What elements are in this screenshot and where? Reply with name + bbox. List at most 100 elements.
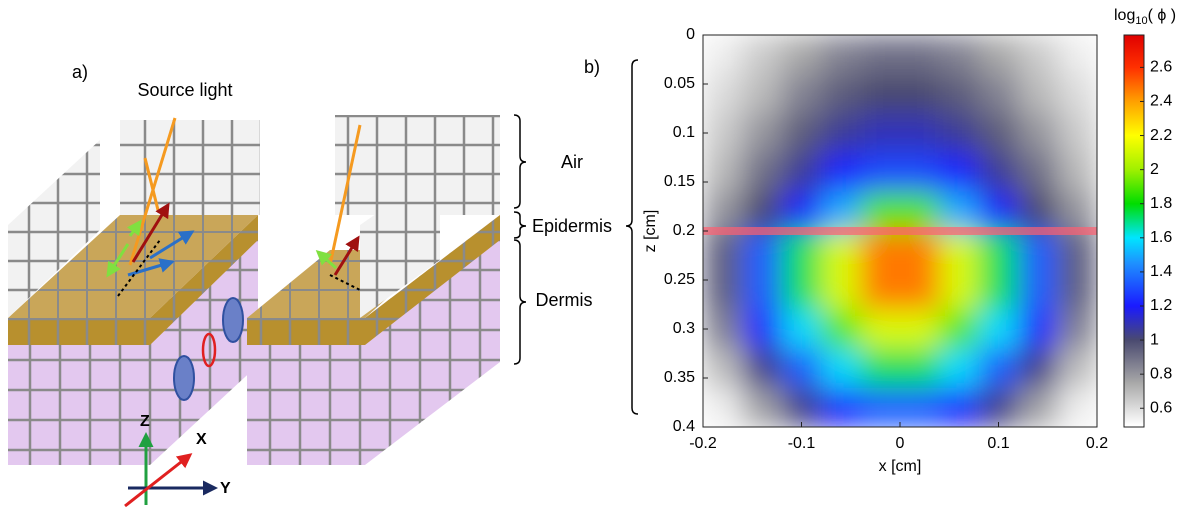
heat-cell [939,35,980,75]
heat-cell [1018,348,1059,389]
x-axis-arrow [124,453,193,508]
heat-cell [821,35,862,75]
heat-cell [781,348,822,389]
y-tick-label: 0.25 [664,271,695,288]
heat-cell [821,74,862,114]
heat-cell [821,231,862,271]
heat-cell [939,74,980,114]
heat-cell [742,191,783,232]
heat-cell [860,270,901,310]
heat-cell [978,152,1019,193]
layer-label: Dermis [536,290,593,310]
heat-cell [900,270,940,310]
heat-cell [1057,270,1097,310]
heat-cell [939,231,980,271]
colorbar-tick-label: 2.2 [1150,127,1172,144]
right-air-wall [360,170,440,318]
heat-cell [821,152,862,193]
right-side-epidermis [365,215,500,345]
colorbar-tick-label: 1.8 [1150,195,1172,212]
heat-cell [781,191,822,232]
heat-cell [1018,152,1059,193]
y-tick-label: 0 [686,26,695,43]
left-air-wall [8,140,100,318]
heat-cell [860,309,901,350]
panel-label: a) [72,62,88,82]
heat-cell [939,152,980,193]
vessel [201,332,217,368]
colorbar-tick-label: 0.8 [1150,365,1172,382]
heat-cell [900,113,940,154]
brace [513,211,527,239]
y-tick-label: 0.4 [673,418,695,435]
heat-cell [1018,191,1059,232]
heat-cell [1057,113,1097,154]
heat-cell [703,387,743,427]
heat-cell [781,231,822,271]
heat-cell [1057,74,1097,114]
colorbar-label-base: log [1114,7,1135,24]
heat-cell [939,270,980,310]
y-tick-label: 0.2 [673,222,695,239]
heat-cell [703,35,743,75]
x-tick-label: 0.2 [1086,435,1108,452]
heat-cell [860,74,901,114]
heat-cell [1057,231,1097,271]
heat-cell [742,231,783,271]
heat-cell [781,152,822,193]
heat-cell [742,74,783,114]
heat-cell [742,348,783,389]
source-label: Source light [137,80,232,100]
right-front-epidermis [247,318,365,345]
y-tick-label: 0.1 [673,124,695,141]
heat-cell [703,191,743,232]
heat-cell [1018,74,1059,114]
heat-cell [781,74,822,114]
heat-cell [939,113,980,154]
layer-label: Air [561,152,583,172]
heat-cell [860,152,901,193]
colorbar-tick-label: 1.4 [1150,263,1172,280]
left-air-back [120,120,260,215]
heat-cell [860,387,901,427]
heat-cell [742,387,783,427]
colorbar [1123,34,1145,428]
heat-cell [900,387,940,427]
heat-cell [939,387,980,427]
x-tick-label: 0 [896,435,905,452]
heat-cell [703,74,743,114]
rays [106,117,362,297]
heat-cell [1018,35,1059,75]
heat-cell [781,387,822,427]
left-front-dermis [8,345,150,465]
colorbar-label-arg: ( ϕ ) [1148,7,1177,24]
heat-cell [860,191,901,232]
heat-cell [978,309,1019,350]
heat-cell [821,270,862,310]
heat-cell [821,348,862,389]
left-front-epidermis [8,318,150,345]
heat-cell [1057,191,1097,232]
heat-cell [1057,152,1097,193]
heat-cell [821,191,862,232]
heat-cell [900,74,940,114]
heat-cell [978,270,1019,310]
heat-cell [978,113,1019,154]
colorbar-tick-label: 2 [1150,161,1159,178]
heat-cell [703,309,743,350]
heatmap [703,35,1097,427]
layer-label: Epidermis [532,216,612,236]
heat-cell [703,348,743,389]
colorbar-tick-label: 2.6 [1150,59,1172,76]
panel-a: Z X Y a) Source light Air Epidermis Derm… [8,62,612,508]
y-tick-label: 0.05 [664,75,695,92]
heat-cell [1018,231,1059,271]
y-axis-label: z [cm] [642,210,659,253]
heat-cell [978,35,1019,75]
colorbar-tick-label: 2.4 [1150,93,1172,110]
axis-label: X [196,431,207,448]
heat-cell [742,309,783,350]
y-tick-label: 0.35 [664,369,695,386]
heat-cell [821,387,862,427]
axis-label: Y [220,480,231,497]
